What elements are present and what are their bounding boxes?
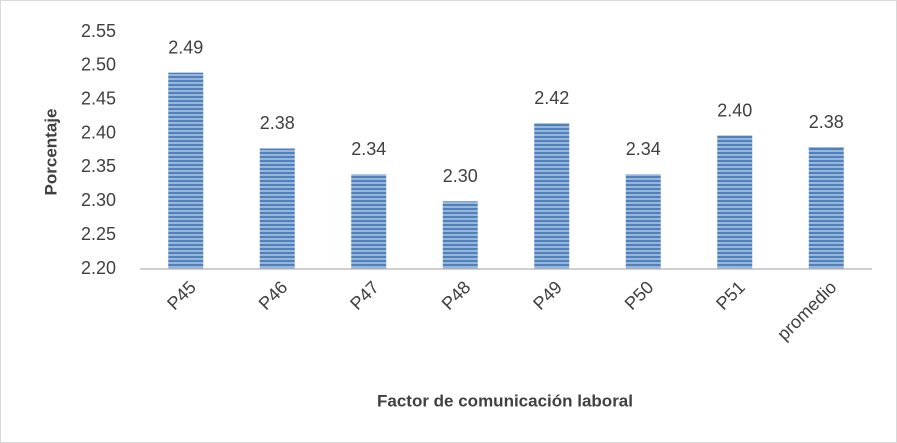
bar — [717, 135, 753, 269]
bar — [259, 148, 295, 269]
data-label: 2.49 — [168, 37, 203, 57]
x-axis-title: Factor de comunicación laboral — [377, 391, 633, 410]
y-tick-label: 2.55 — [81, 21, 116, 41]
data-label: 2.38 — [809, 112, 844, 132]
y-tick-label: 2.45 — [81, 88, 116, 108]
bar — [534, 123, 570, 270]
y-tick-label: 2.25 — [81, 224, 116, 244]
y-tick-label: 2.20 — [81, 258, 116, 278]
data-label: 2.30 — [443, 166, 478, 186]
data-label: 2.40 — [717, 100, 752, 120]
y-tick-label: 2.35 — [81, 156, 116, 176]
bar — [625, 174, 661, 269]
data-label: 2.34 — [626, 139, 661, 159]
bar — [808, 147, 844, 269]
y-axis-title: Porcentaje — [41, 109, 60, 196]
data-label: 2.42 — [534, 88, 569, 108]
bar — [168, 72, 204, 269]
y-tick-label: 2.30 — [81, 190, 116, 210]
y-tick-label: 2.40 — [81, 122, 116, 142]
y-tick-label: 2.50 — [81, 55, 116, 75]
bar — [442, 201, 478, 269]
data-label: 2.38 — [260, 113, 295, 133]
bar — [351, 174, 387, 269]
data-label: 2.34 — [351, 139, 386, 159]
